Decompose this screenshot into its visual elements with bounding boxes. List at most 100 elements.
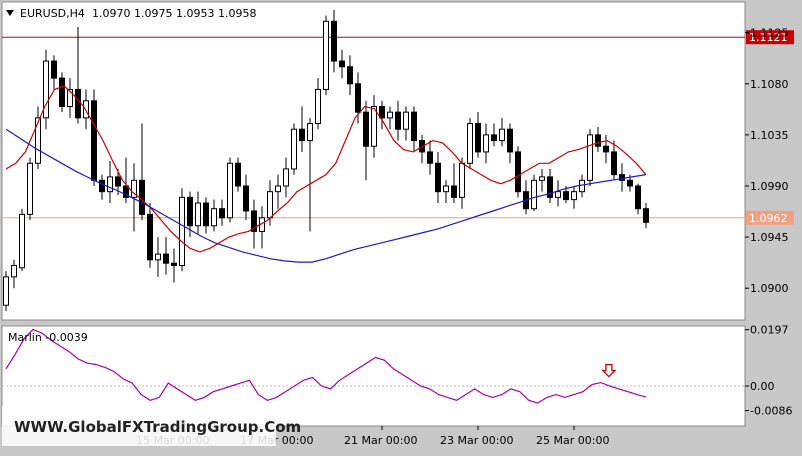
candle-body <box>363 111 369 147</box>
candle-body <box>267 191 273 219</box>
candle <box>395 100 401 141</box>
candle-body <box>395 111 401 130</box>
marlin-tick-label: 0.00 <box>750 380 775 393</box>
time-tick-label: 21 Mar 00:00 <box>344 434 417 447</box>
candle <box>107 161 113 204</box>
candle-body <box>99 179 105 193</box>
level-label-box <box>746 210 794 225</box>
candle <box>603 134 609 164</box>
candle-body <box>427 151 433 164</box>
price-tick-label: 1.1035 <box>750 129 789 142</box>
candle <box>435 151 441 204</box>
candle <box>235 157 241 192</box>
candle <box>451 163 457 204</box>
indicator-label: Marlin -0.0039 <box>8 331 88 344</box>
candle <box>539 168 545 192</box>
candle-body <box>643 208 649 223</box>
candle <box>371 95 377 158</box>
ohlc-values: 1.0970 1.0975 1.0953 1.0958 <box>92 7 256 20</box>
candle <box>299 106 305 152</box>
candle-body <box>107 176 113 193</box>
candle-body <box>547 176 553 198</box>
candle-body <box>91 100 97 181</box>
candle <box>171 248 177 283</box>
candle-body <box>603 145 609 153</box>
candle-body <box>627 179 633 187</box>
candle <box>59 72 65 113</box>
candle <box>219 199 225 226</box>
candle-body <box>339 60 345 68</box>
candle <box>3 271 9 311</box>
candle-body <box>555 191 561 198</box>
horizontal-lines: 1.1121 1.0962 <box>2 30 794 225</box>
candle-body <box>507 128 513 153</box>
watermark-box <box>2 406 276 446</box>
candle <box>179 188 185 272</box>
candle <box>507 123 513 164</box>
candle <box>275 174 281 209</box>
candle <box>147 203 153 268</box>
price-tick-label: 1.0900 <box>750 282 789 295</box>
candle-body <box>475 123 481 153</box>
fast-ma-line <box>5 85 647 253</box>
candle-body <box>195 202 201 227</box>
candle <box>19 208 25 272</box>
candle-body <box>283 168 289 187</box>
level-label: 1.0962 <box>749 212 788 225</box>
candle <box>251 199 257 249</box>
candle <box>43 49 49 130</box>
candle <box>555 180 561 207</box>
candle <box>387 106 393 130</box>
candle-body <box>315 88 321 125</box>
level-label-box <box>746 30 794 45</box>
price-tick-label: 1.1125 <box>750 27 789 40</box>
candle <box>307 117 313 232</box>
candle-body <box>3 276 9 306</box>
candle-body <box>451 185 457 198</box>
candle-body <box>331 20 337 62</box>
candle-body <box>347 66 353 85</box>
dropdown-triangle-icon[interactable] <box>6 10 14 16</box>
candle-body <box>243 185 249 212</box>
marlin-tick-label: -0.0086 <box>750 405 792 418</box>
candle <box>443 180 449 204</box>
candle-body <box>379 105 385 119</box>
candle <box>427 140 433 175</box>
candle-body <box>619 174 625 181</box>
candle-body <box>563 191 569 201</box>
candle <box>619 163 625 192</box>
candle <box>331 9 337 73</box>
candle <box>403 106 409 141</box>
candle-body <box>203 202 209 227</box>
price-axis: 1.1125 1.1080 1.1035 1.0990 1.0945 1.0900 <box>745 27 789 295</box>
candle-body <box>491 134 497 142</box>
candle-body <box>211 208 217 227</box>
candle-body <box>579 179 585 193</box>
candle-body <box>467 123 473 164</box>
candle <box>347 55 353 96</box>
candle <box>83 89 89 130</box>
candle-body <box>251 210 257 232</box>
price-tick-label: 1.0945 <box>750 231 789 244</box>
candle-body <box>443 185 449 193</box>
candle <box>227 157 233 223</box>
candle <box>123 157 129 204</box>
candle <box>363 100 369 181</box>
candle <box>531 174 537 211</box>
candle <box>35 106 41 169</box>
candle <box>291 123 297 175</box>
candle <box>51 55 57 90</box>
candle <box>243 174 249 221</box>
candle-body <box>227 162 233 219</box>
down-arrow-icon <box>601 363 617 378</box>
candle-body <box>67 88 73 107</box>
marlin-line <box>5 328 647 404</box>
candle <box>131 163 137 232</box>
candle-body <box>155 253 161 261</box>
candle-body <box>531 179 537 210</box>
candle <box>475 112 481 158</box>
candle-body <box>323 20 329 90</box>
candle-body <box>371 105 377 147</box>
marlin-indicator <box>2 328 745 404</box>
